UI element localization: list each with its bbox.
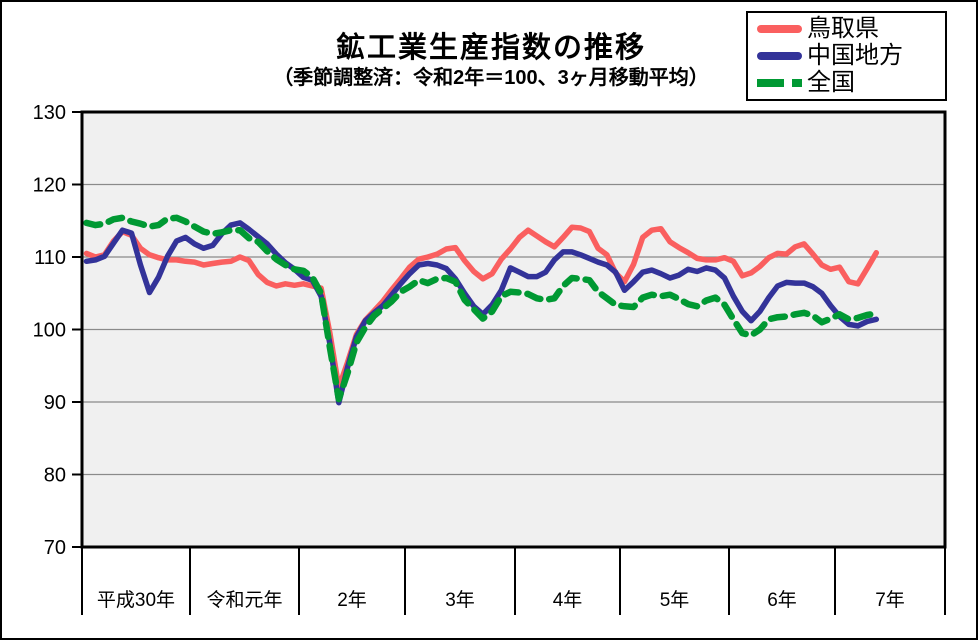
- legend-item-chugoku: 中国地方: [757, 41, 943, 69]
- legend-item-tottori: 鳥取県: [757, 17, 943, 41]
- y-axis-label-70: 70: [44, 537, 66, 559]
- x-axis-label-2: 2年: [337, 589, 367, 611]
- legend-line-swatch-zenkoku: [757, 78, 802, 87]
- legend-label-chugoku: 中国地方: [807, 41, 903, 69]
- series-line-tottori: [83, 224, 880, 391]
- x-axis-label-0: 平成30年: [97, 589, 175, 611]
- x-axis-label-7: 7年: [875, 589, 905, 611]
- legend-line-swatch-chugoku: [757, 51, 802, 60]
- legend-line-swatch-tottori: [757, 25, 802, 34]
- legend: 鳥取県 中国地方 全国: [746, 11, 947, 101]
- y-axis-label-80: 80: [44, 465, 66, 487]
- x-axis-label-1: 令和元年: [206, 589, 282, 611]
- chart-title: 鉱工業生産指数の推移: [335, 32, 646, 64]
- y-axis-label-110: 110: [34, 247, 66, 269]
- y-axis-label-90: 90: [44, 392, 66, 414]
- chart-subtitle: （季節調整済：令和2年＝100、3ヶ月移動平均）: [273, 67, 709, 89]
- y-axis-label-100: 100: [33, 320, 66, 342]
- x-axis-label-3: 3年: [445, 589, 475, 611]
- x-axis-label-6: 6年: [767, 589, 797, 611]
- legend-item-zenkoku: 全国: [757, 68, 943, 96]
- series-line-zenkoku: [83, 214, 880, 403]
- x-axis-label-4: 4年: [553, 589, 583, 611]
- legend-label-zenkoku: 全国: [807, 68, 855, 96]
- y-axis-label-120: 120: [33, 175, 66, 197]
- legend-label-tottori: 鳥取県: [807, 15, 879, 43]
- y-axis-label-130: 130: [33, 102, 66, 124]
- x-axis-label-5: 5年: [660, 589, 690, 611]
